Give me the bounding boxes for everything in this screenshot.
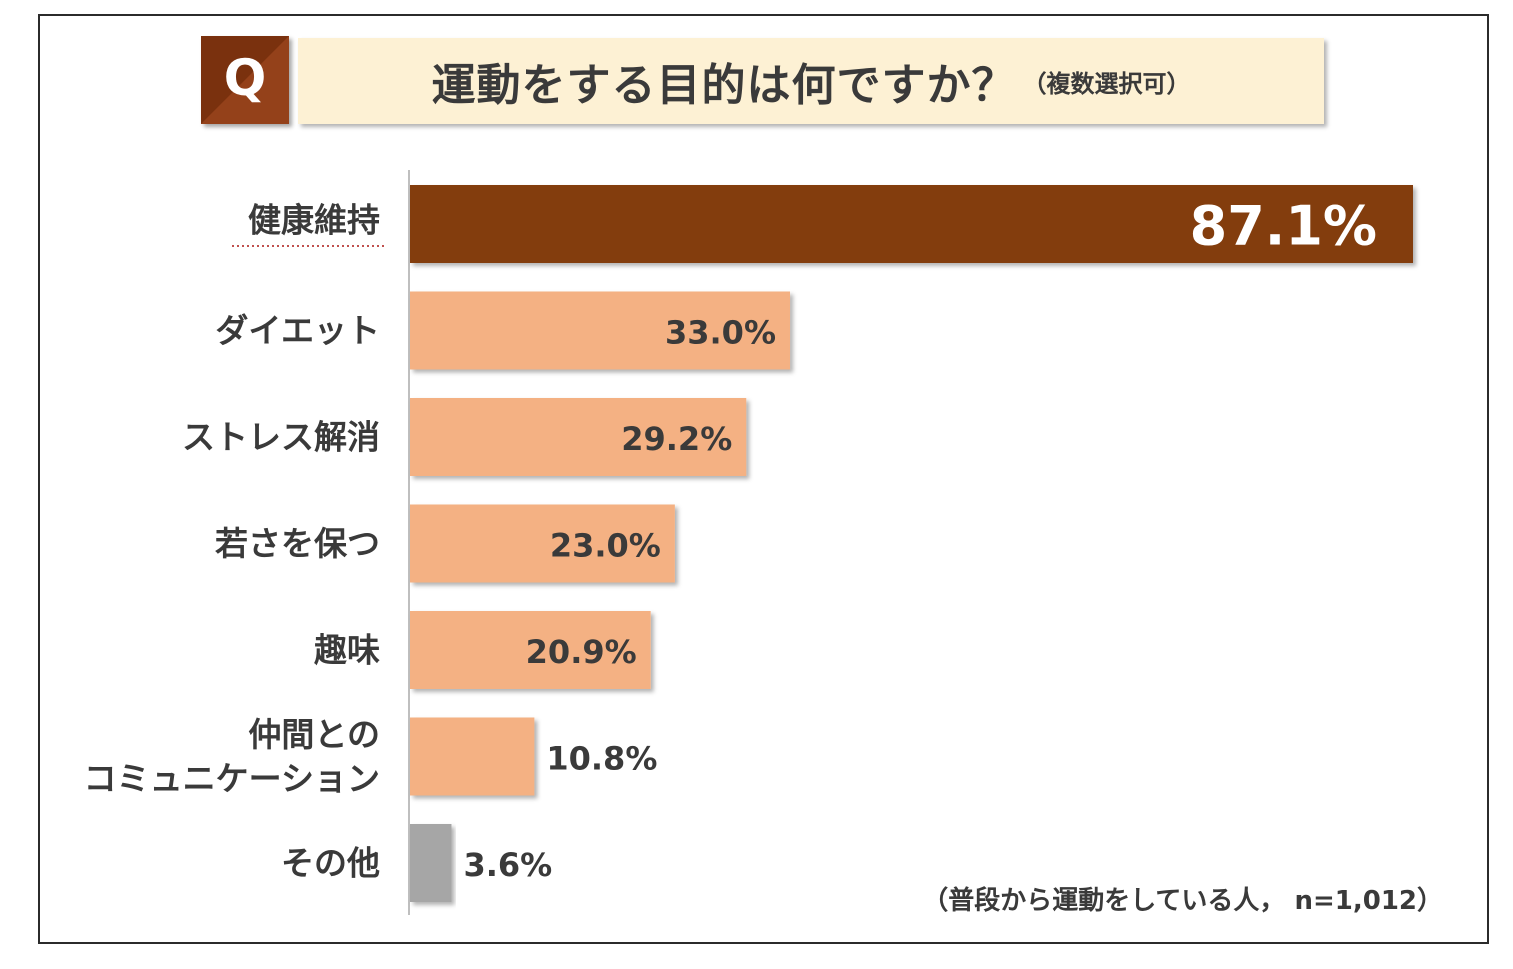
bar-2 bbox=[410, 398, 747, 476]
bar-0 bbox=[410, 185, 1413, 263]
sample-footnote: （普段から運動をしている人， n=1,012） bbox=[922, 886, 1443, 916]
question-badge-letter: Q bbox=[223, 49, 267, 107]
category-label-4: 趣味 bbox=[314, 631, 380, 670]
value-label-2: 29.2% bbox=[621, 420, 732, 458]
bar-5 bbox=[410, 717, 535, 796]
chart-frame bbox=[38, 14, 1489, 944]
chart-title: 運動をする目的は何ですか？ bbox=[431, 60, 1017, 111]
chart-title-note: （複数選択可） bbox=[1022, 69, 1191, 98]
value-label-6: 3.6% bbox=[463, 846, 552, 884]
value-label-0: 87.1% bbox=[1190, 195, 1377, 258]
category-label-1: ダイエット bbox=[215, 311, 380, 350]
category-label-5-line-0: 仲間との bbox=[248, 715, 380, 754]
value-label-4: 20.9% bbox=[526, 633, 637, 671]
bar-3 bbox=[410, 504, 675, 583]
value-label-1: 33.0% bbox=[665, 314, 776, 352]
category-label-5-line-1: コミュニケーション bbox=[84, 759, 380, 798]
question-badge: Q bbox=[201, 36, 289, 124]
bar-1 bbox=[410, 291, 791, 370]
title-banner: 運動をする目的は何ですか？ （複数選択可） bbox=[298, 38, 1324, 124]
bar-6 bbox=[410, 824, 452, 902]
badge-pattern bbox=[201, 36, 289, 124]
value-label-5: 10.8% bbox=[546, 740, 657, 778]
value-label-3: 23.0% bbox=[550, 527, 661, 565]
category-label-0: 健康維持 bbox=[248, 201, 380, 240]
bar-4 bbox=[410, 611, 651, 689]
bars-layer: 87.1% 健康維持 33.0% ダイエット 29.2% ストレス解消 23.0% 若さを保つ… bbox=[84, 185, 1413, 902]
category-label-3: 若さを保つ bbox=[215, 524, 380, 563]
category-label-2: ストレス解消 bbox=[182, 418, 380, 457]
category-label-6: その他 bbox=[281, 844, 380, 883]
